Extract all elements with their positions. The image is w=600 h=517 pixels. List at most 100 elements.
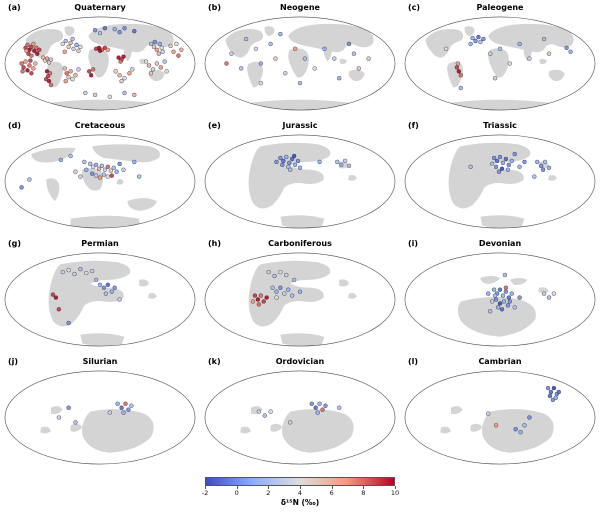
- panel-letter: (a): [8, 3, 21, 12]
- data-point: [258, 61, 263, 66]
- data-point: [105, 47, 110, 52]
- map-outline: [404, 16, 596, 111]
- data-point: [66, 75, 71, 80]
- landmass: [348, 175, 357, 181]
- data-point: [56, 307, 61, 312]
- data-point: [292, 46, 298, 51]
- panel-jurassic: (e) Jurassic: [200, 118, 400, 236]
- panel-letter: (i): [408, 239, 419, 248]
- data-point: [456, 69, 461, 74]
- data-point: [490, 299, 495, 304]
- data-point: [102, 45, 108, 50]
- data-point: [507, 299, 512, 304]
- colorbar-tick-label: 4: [297, 489, 303, 497]
- landmass: [457, 296, 536, 337]
- data-point: [68, 69, 73, 74]
- data-point: [19, 61, 24, 66]
- data-point: [117, 29, 122, 35]
- data-point: [258, 293, 263, 298]
- data-point: [84, 270, 89, 276]
- data-point: [541, 36, 547, 42]
- data-point: [527, 415, 532, 420]
- panel-ordovician: (k) Ordovician: [200, 354, 400, 472]
- map-outline: [204, 252, 396, 347]
- data-point: [454, 65, 460, 70]
- data-point: [41, 55, 46, 60]
- panel-carboniferous: (h) Carboniferous: [200, 236, 400, 354]
- panel-title: Cambrian: [478, 357, 522, 366]
- data-point: [159, 45, 164, 50]
- data-point: [492, 76, 498, 81]
- data-point: [229, 51, 234, 56]
- data-point: [512, 305, 517, 310]
- landmass: [339, 58, 348, 65]
- colorbar-label: δ¹⁵N (‰): [280, 498, 320, 507]
- data-point: [70, 77, 75, 82]
- panel-letter: (h): [208, 239, 222, 248]
- panel-triassic: (f) Triassic: [400, 118, 600, 236]
- data-point: [274, 289, 279, 294]
- data-point: [82, 159, 87, 165]
- colorbar-tick-label: 6: [329, 489, 334, 497]
- map-outline: [204, 134, 396, 229]
- data-point: [112, 285, 117, 290]
- panel-letter: (b): [208, 3, 222, 12]
- data-point: [101, 285, 107, 290]
- data-point: [126, 407, 131, 412]
- panel-letter: (c): [408, 3, 421, 12]
- panel-letter: (g): [8, 239, 22, 248]
- landmass: [25, 29, 64, 58]
- data-point: [309, 401, 314, 406]
- data-point: [564, 45, 569, 50]
- data-point: [256, 302, 261, 307]
- data-point: [50, 292, 56, 297]
- data-point: [72, 271, 77, 277]
- landmass: [280, 333, 325, 346]
- data-point: [532, 174, 537, 179]
- data-point: [122, 90, 127, 96]
- data-point: [93, 173, 99, 178]
- data-point: [332, 56, 337, 61]
- data-point: [513, 427, 518, 432]
- data-point: [468, 164, 473, 169]
- data-point: [27, 177, 32, 182]
- data-point: [158, 65, 163, 70]
- data-point: [539, 163, 544, 168]
- data-point: [117, 297, 122, 302]
- landmass: [538, 287, 549, 294]
- landmass: [523, 49, 533, 62]
- landmass: [447, 61, 464, 88]
- map-devonian: [404, 252, 596, 347]
- data-point: [342, 158, 348, 164]
- landmass: [470, 423, 483, 432]
- data-point: [522, 159, 527, 165]
- data-point: [541, 291, 547, 296]
- data-point: [274, 295, 279, 300]
- colorbar-gradient: [205, 477, 395, 486]
- data-point: [32, 48, 37, 53]
- data-point: [250, 299, 256, 304]
- map-ordovician: [204, 370, 396, 465]
- map-cretaceous: [4, 134, 196, 229]
- landmass: [148, 293, 157, 299]
- data-point: [568, 49, 573, 54]
- data-point: [56, 415, 61, 420]
- data-point: [493, 423, 499, 428]
- data-point: [313, 405, 318, 410]
- colorbar-tick-label: 2: [266, 489, 271, 497]
- landmass: [123, 49, 133, 62]
- colorbar-tick-mark: [395, 486, 396, 489]
- data-point: [535, 159, 540, 165]
- colorbar-tick-mark: [331, 486, 333, 489]
- data-point: [547, 393, 553, 399]
- data-point: [322, 46, 327, 51]
- data-point: [45, 74, 51, 79]
- landmass: [280, 215, 325, 228]
- data-point: [506, 162, 511, 167]
- map-silurian: [4, 370, 196, 465]
- colorbar-tick-label: 10: [390, 489, 400, 497]
- data-point: [505, 167, 510, 172]
- data-point: [66, 320, 71, 326]
- data-point: [162, 59, 167, 64]
- data-point: [317, 401, 322, 406]
